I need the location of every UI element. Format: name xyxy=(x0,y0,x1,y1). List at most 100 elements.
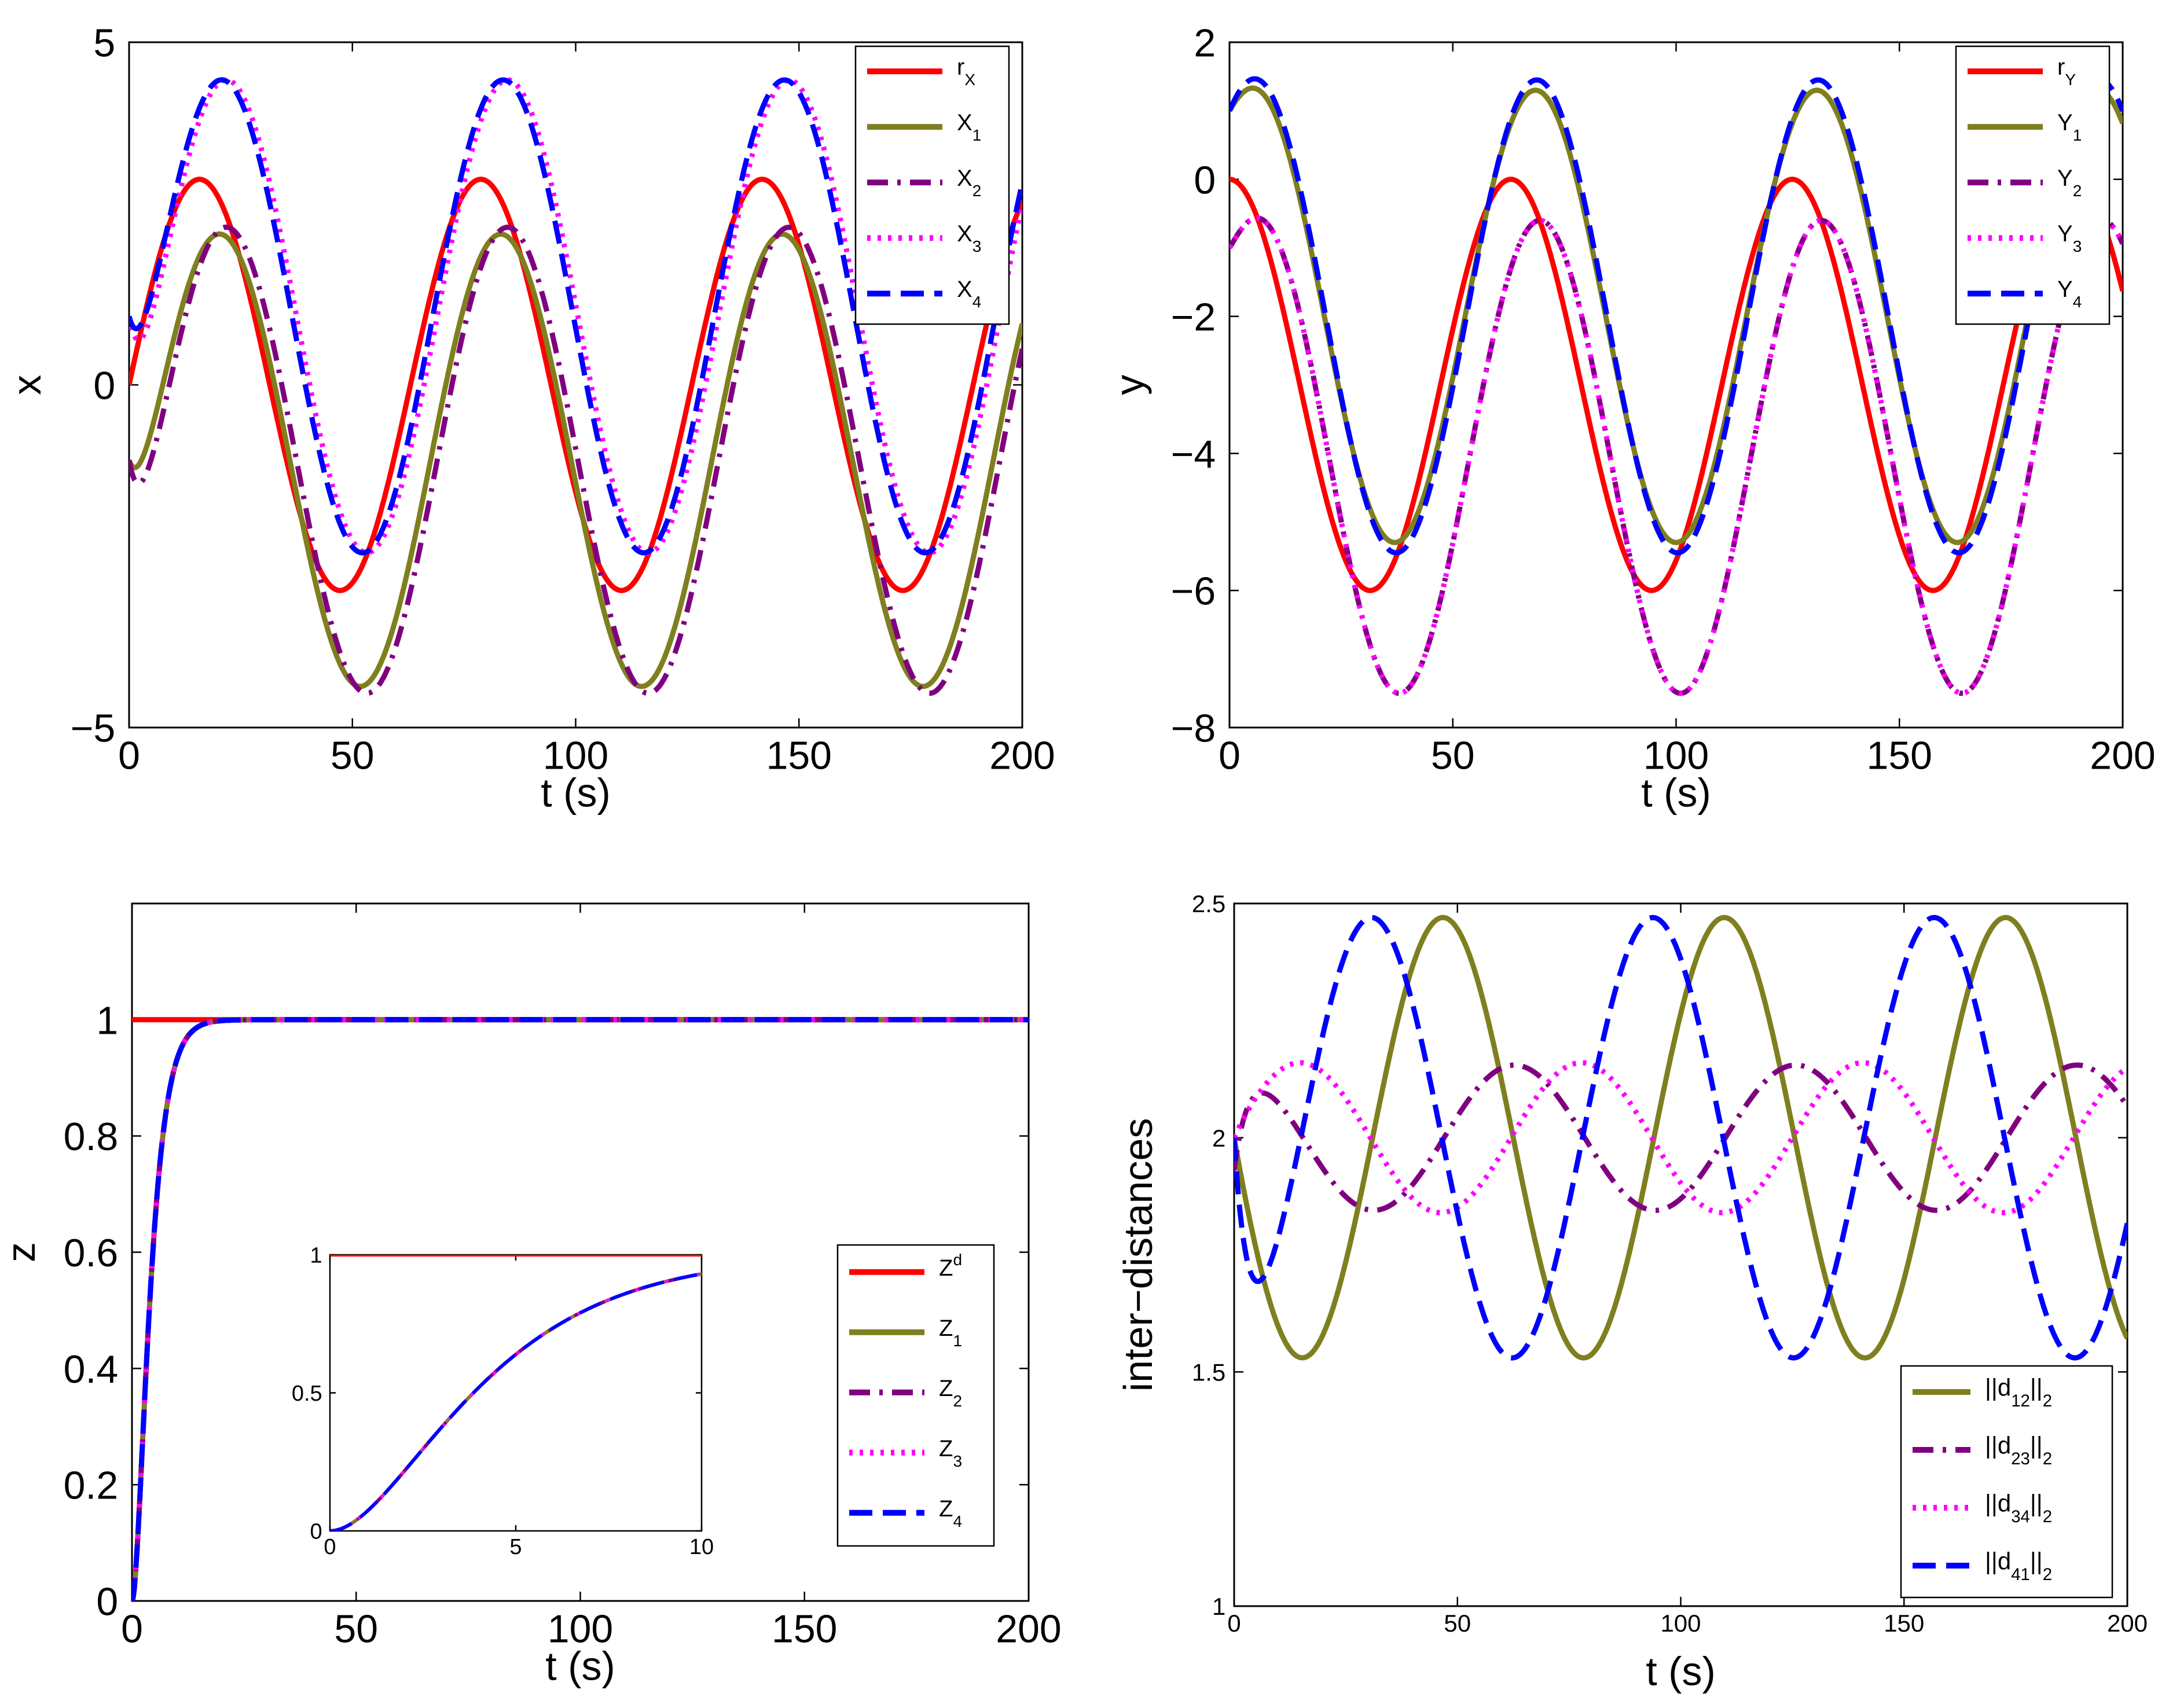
series-line-z2 xyxy=(330,1272,702,1531)
x-tick-label: 200 xyxy=(989,733,1055,777)
x-tick-label: 100 xyxy=(1660,1610,1701,1637)
y-tick-label: 0.6 xyxy=(64,1231,119,1275)
x-tick-label: 200 xyxy=(2090,733,2155,777)
series-line-x4 xyxy=(129,77,1022,556)
y-tick-label: 0 xyxy=(96,1580,118,1623)
series-group xyxy=(129,77,1022,696)
series-line-d23 xyxy=(1234,1062,2127,1213)
series-line-d12 xyxy=(1234,914,2127,1361)
x-axis-label: t (s) xyxy=(545,1644,615,1689)
legend-entry-label: ||d23||2 xyxy=(1985,1431,2052,1468)
legend-entry-label: rX xyxy=(957,54,975,89)
series-line-d34 xyxy=(1234,1060,2127,1215)
series-line-ry xyxy=(1230,177,2123,593)
inset-plot-frame-z xyxy=(329,1254,703,1532)
y-tick-label: 0 xyxy=(1194,158,1216,202)
x-tick-label: 0 xyxy=(1219,733,1241,777)
legend-entry-label: Y1 xyxy=(2057,110,2082,144)
x-tick-label: 50 xyxy=(331,733,375,777)
y-axis-label: x xyxy=(4,375,49,395)
legend-entry-label: Z2 xyxy=(939,1376,962,1410)
x-tick-label: 200 xyxy=(2107,1610,2148,1637)
y-tick-label: −2 xyxy=(1171,295,1216,339)
legend-entry-label: Z3 xyxy=(939,1436,962,1470)
y-tick-label: 0 xyxy=(93,363,115,407)
x-tick-label: 150 xyxy=(1884,1610,1924,1637)
legend-entry-label: X3 xyxy=(957,221,981,255)
series-line-y4 xyxy=(1230,76,2123,556)
legend-entry-label: rY xyxy=(2057,54,2076,89)
x-tick-label: 100 xyxy=(1643,733,1709,777)
y-tick-label: 1 xyxy=(1212,1593,1225,1620)
legend-entry-label: Zd xyxy=(939,1251,962,1281)
y-tick-label: 5 xyxy=(93,21,115,65)
y-tick-label: 0.5 xyxy=(292,1382,322,1406)
legend-entry-label: Z4 xyxy=(939,1496,962,1530)
chart-panel-y: 0 50 100 150 200 −8 −6 −4 −2 0 2 t (s) y rY Y1 Y2 Y3 Y4 xyxy=(1107,21,2156,815)
x-axis-label: t (s) xyxy=(541,770,611,816)
x-tick-label: 100 xyxy=(543,733,608,777)
series-line-x2 xyxy=(129,225,1022,696)
y-axis-label: inter−distances xyxy=(1115,1118,1161,1392)
y-tick-label: −6 xyxy=(1171,570,1216,614)
series-line-x3 xyxy=(129,77,1022,556)
x-tick-label: 50 xyxy=(1431,733,1475,777)
legend-entry-label: ||d12||2 xyxy=(1985,1373,2052,1411)
legend-entry-label: ||d34||2 xyxy=(1985,1489,2052,1526)
legend-box xyxy=(836,1244,995,1547)
legend-entry-label: Y4 xyxy=(2057,277,2082,311)
y-tick-label: 2 xyxy=(1194,21,1216,65)
series-line-x1 xyxy=(129,231,1022,689)
chart-panel-d: 0 50 100 150 200 1 1.5 2 2.5 t (s) inter−distances… xyxy=(1115,890,2148,1694)
y-tick-label: 0.2 xyxy=(64,1464,119,1508)
x-tick-label: 10 xyxy=(689,1535,714,1559)
y-tick-label: 0.4 xyxy=(64,1347,119,1391)
x-axis-label: t (s) xyxy=(1646,1649,1716,1694)
y-tick-label: −5 xyxy=(71,706,116,750)
x-tick-label: 50 xyxy=(1444,1610,1471,1637)
x-tick-label: 200 xyxy=(996,1607,1061,1651)
legend-entry-label: ||d41||2 xyxy=(1985,1547,2052,1584)
x-tick-label: 0 xyxy=(121,1607,143,1651)
y-tick-label: 0.8 xyxy=(64,1115,119,1159)
series-line-y1 xyxy=(1230,85,2123,545)
x-tick-label: 0 xyxy=(118,733,140,777)
x-tick-label: 100 xyxy=(548,1607,613,1651)
legend-entry-label: Z1 xyxy=(939,1316,962,1350)
x-tick-label: 150 xyxy=(1867,733,1932,777)
y-tick-label: 2.5 xyxy=(1192,890,1225,917)
y-tick-label: 1 xyxy=(310,1244,322,1268)
y-tick-label: 2 xyxy=(1212,1125,1225,1152)
series-line-y3 xyxy=(1230,215,2123,696)
y-tick-label: 0 xyxy=(310,1520,322,1544)
legend-entry-label: X4 xyxy=(957,277,981,311)
series-line-d41 xyxy=(1234,914,2127,1361)
y-axis-label: z xyxy=(0,1242,43,1262)
y-tick-label: 1 xyxy=(96,998,118,1042)
x-tick-label: 150 xyxy=(772,1607,837,1651)
legend-entry-label: Y2 xyxy=(2057,166,2082,200)
series-line-z4 xyxy=(330,1272,702,1531)
x-axis-label: t (s) xyxy=(1641,770,1711,816)
x-tick-label: 150 xyxy=(766,733,832,777)
y-tick-label: −4 xyxy=(1171,432,1216,476)
legend-entry-label: X2 xyxy=(957,166,981,200)
y-tick-label: 1.5 xyxy=(1192,1358,1225,1386)
legend-entry-label: X1 xyxy=(957,110,981,144)
inset-plot: 0 5 10 0 0.5 1 xyxy=(292,1244,714,1559)
y-tick-label: −8 xyxy=(1171,706,1216,750)
y-axis-label: y xyxy=(1107,375,1152,395)
series-group xyxy=(1230,76,2123,696)
x-tick-label: 50 xyxy=(334,1607,378,1651)
series-group xyxy=(1234,914,2127,1361)
x-tick-label: 0 xyxy=(1227,1610,1241,1637)
legend-entry-label: Y3 xyxy=(2057,221,2082,255)
x-tick-label: 0 xyxy=(324,1535,336,1559)
inset-series-group xyxy=(330,1255,702,1531)
series-group xyxy=(132,1017,1029,1601)
x-tick-label: 5 xyxy=(509,1535,522,1559)
